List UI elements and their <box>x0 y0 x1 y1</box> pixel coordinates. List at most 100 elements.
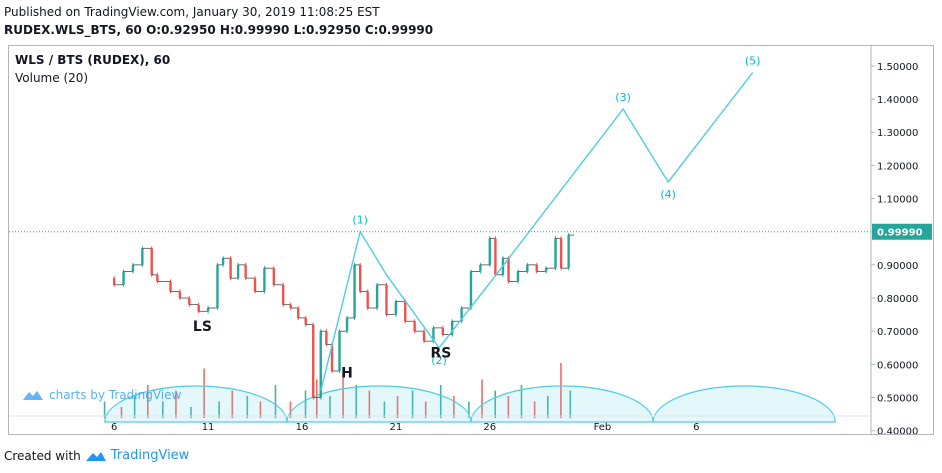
price-candle <box>281 284 285 305</box>
price-candle <box>385 284 388 315</box>
volume-bar <box>304 390 307 418</box>
pattern-label: H <box>341 366 353 382</box>
price-candle <box>366 291 369 308</box>
chart-subtitle: Volume (20) <box>15 71 88 85</box>
price-chart[interactable]: (1) (2) (3) (4) (5) WLS / BTS (RUDEX), 60 Vol… <box>9 46 933 438</box>
price-candle <box>216 264 219 308</box>
volume-bar <box>218 401 220 418</box>
price-candle <box>122 271 125 285</box>
price-candle <box>304 317 307 325</box>
price-candle <box>535 264 538 272</box>
volume-bar <box>569 390 572 418</box>
volume-bar <box>146 385 149 418</box>
volume-bar <box>120 407 123 418</box>
volume-bar <box>368 390 371 418</box>
volume-bar <box>507 396 510 418</box>
price-candle <box>319 331 322 398</box>
volume-bar <box>175 390 177 418</box>
elliott-wave-layer: (1) (2) (3) (4) (5) <box>320 55 761 392</box>
price-candle <box>178 291 182 299</box>
y-tick-label: 0.70000 <box>877 327 918 338</box>
price-candle <box>358 264 362 292</box>
volume-bar <box>396 396 399 418</box>
price-candle <box>488 238 491 265</box>
price-candle <box>338 331 341 371</box>
price-candle <box>413 321 416 332</box>
volume-bar <box>231 390 234 418</box>
volume-bar <box>103 401 106 418</box>
volume-bar <box>289 401 292 418</box>
volume-bar <box>259 401 262 418</box>
chart-title: WLS / BTS (RUDEX), 60 <box>15 53 170 67</box>
price-candle <box>544 268 548 272</box>
price-candle <box>353 264 356 318</box>
price-candle <box>404 301 407 322</box>
price-candle <box>526 264 529 272</box>
price-candle <box>206 307 210 312</box>
volume-bar <box>411 390 414 418</box>
last-price-label: 0.99990 <box>877 228 923 239</box>
volume-bar <box>494 390 497 418</box>
wave-label: (5) <box>745 55 761 68</box>
wave-label: (4) <box>660 188 676 201</box>
symbol-ohlc-line: RUDEX.WLS_BTS, 60 O:0.92950 H:0.99990 L:… <box>4 23 434 37</box>
volume-bar <box>424 401 427 418</box>
price-candle <box>469 271 473 308</box>
watermark-logo-icon <box>23 391 43 400</box>
tradingview-logo-icon <box>85 451 106 461</box>
price-candle <box>507 258 510 282</box>
price-candle <box>494 238 497 275</box>
volume-bar <box>439 385 442 418</box>
price-candle <box>559 238 563 269</box>
price-candle <box>330 344 334 371</box>
price-candle <box>272 268 275 285</box>
wave-label: (2) <box>431 354 447 367</box>
y-tick-label: 1.10000 <box>877 195 918 206</box>
footer-brand[interactable]: TradingView <box>110 448 190 463</box>
price-candle <box>244 264 247 279</box>
pattern-label: LS <box>193 319 212 335</box>
x-tick-label: 26 <box>483 422 496 433</box>
price-candle <box>253 278 257 292</box>
price-candle <box>422 331 426 342</box>
y-tick-label: 0.80000 <box>877 294 918 305</box>
price-candle <box>325 331 328 345</box>
x-tick-label: 11 <box>202 422 215 433</box>
price-candle <box>441 327 445 335</box>
elliott-wave-line <box>320 72 754 392</box>
x-tick-label: Feb <box>594 422 612 433</box>
price-candle <box>554 238 557 269</box>
cycle-arc <box>652 385 836 423</box>
price-candle <box>229 258 232 279</box>
price-candle <box>188 298 191 305</box>
volume-bar <box>546 396 549 418</box>
volume-bar <box>383 401 386 418</box>
price-candle <box>375 284 379 308</box>
y-tick-label: 0.90000 <box>877 261 918 272</box>
price-candle <box>479 264 482 272</box>
volume-bar <box>560 363 562 418</box>
price-candle <box>156 274 159 282</box>
chart-frame[interactable]: (1) (2) (3) (4) (5) WLS / BTS (RUDEX), 60 Vol… <box>8 45 934 438</box>
volume-bar <box>342 374 344 418</box>
footer-created-with: Created with <box>4 448 81 463</box>
y-tick-label: 1.40000 <box>877 95 918 106</box>
price-candle <box>263 268 266 292</box>
price-candle <box>197 304 200 312</box>
price-candle <box>460 307 463 322</box>
published-info: Published on TradingView.com, January 30… <box>4 5 380 19</box>
price-candle <box>451 321 454 335</box>
volume-bar <box>274 385 277 418</box>
volume-bar <box>468 401 470 418</box>
cycle-arcs <box>104 385 836 423</box>
volume-bar <box>520 385 523 418</box>
pattern-label: RS <box>431 346 452 362</box>
volume-bar <box>161 401 164 418</box>
volume-bar <box>453 396 455 418</box>
footer: Created with TradingView <box>4 448 189 463</box>
price-candle <box>312 324 315 398</box>
price-candle <box>394 301 398 315</box>
price-candle <box>432 327 435 342</box>
y-tick-label: 0.60000 <box>877 360 918 371</box>
price-layer <box>112 233 575 400</box>
